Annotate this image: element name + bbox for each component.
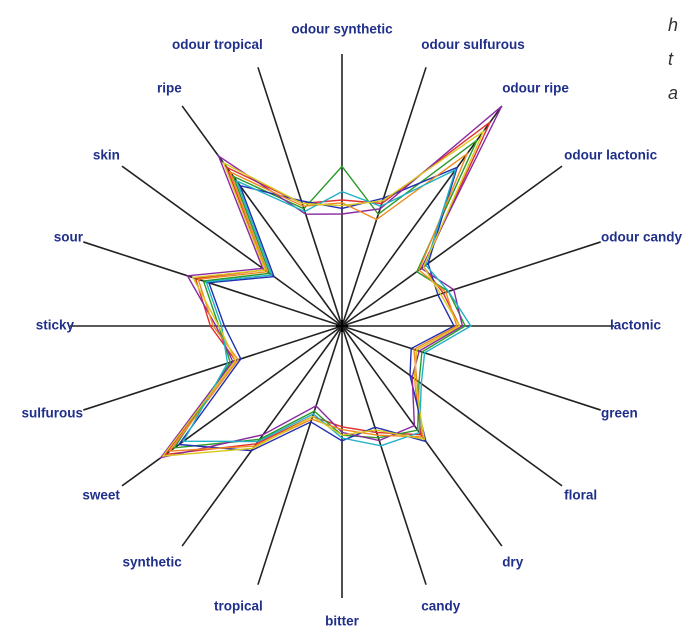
series-line bbox=[159, 105, 503, 459]
axis-label: skin bbox=[93, 147, 120, 162]
axis-label: sour bbox=[54, 230, 84, 245]
axis-spoke bbox=[341, 325, 601, 411]
axis-spoke bbox=[257, 325, 343, 585]
axis-spoke bbox=[181, 105, 343, 327]
axis-spoke bbox=[83, 325, 343, 411]
axis-label: floral bbox=[564, 488, 597, 503]
axis-spoke bbox=[121, 165, 343, 327]
series-line bbox=[173, 139, 478, 449]
series-line bbox=[161, 129, 486, 457]
axis-spoke bbox=[181, 325, 343, 547]
axis-spoke bbox=[341, 325, 427, 585]
axis-label: synthetic bbox=[123, 555, 183, 570]
series-line bbox=[182, 168, 472, 447]
axis-spoke bbox=[341, 325, 563, 487]
axis-label: odour sulfurous bbox=[421, 37, 525, 52]
axis-spoke bbox=[121, 325, 343, 487]
axis-label: odour lactonic bbox=[564, 147, 657, 162]
axis-label: sweet bbox=[82, 488, 120, 503]
axis-label: lactonic bbox=[610, 318, 662, 333]
axis-label: odour candy bbox=[601, 230, 682, 245]
axis-label: odour tropical bbox=[172, 37, 263, 52]
axis-spoke bbox=[341, 105, 503, 327]
axis-spoke bbox=[83, 241, 343, 327]
axis-label: sticky bbox=[36, 318, 75, 333]
axis-spoke bbox=[341, 165, 563, 327]
axis-label: odour ripe bbox=[502, 81, 569, 96]
axis-label: tropical bbox=[214, 598, 263, 613]
series-line bbox=[177, 166, 459, 452]
axis-label: odour synthetic bbox=[291, 22, 393, 37]
axis-label: green bbox=[601, 406, 638, 421]
axis-label: bitter bbox=[325, 614, 359, 629]
axis-label: ripe bbox=[157, 81, 182, 96]
axis-spoke bbox=[341, 241, 601, 327]
axis-label: candy bbox=[421, 598, 461, 613]
axis-label: dry bbox=[502, 555, 524, 570]
series-line bbox=[168, 151, 469, 452]
axis-spoke bbox=[257, 67, 343, 327]
side-text: h bbox=[668, 15, 678, 35]
axis-spoke bbox=[341, 67, 427, 327]
side-text: t bbox=[668, 49, 674, 69]
axis-label: sulfurous bbox=[21, 406, 83, 421]
side-text: a bbox=[668, 83, 678, 103]
